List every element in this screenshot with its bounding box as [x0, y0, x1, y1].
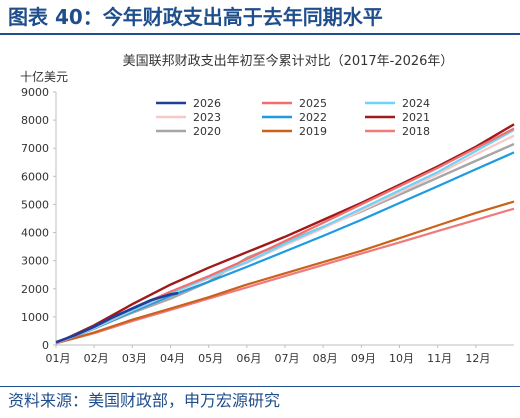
- y-tick-label: 3000: [21, 255, 49, 268]
- x-tick-label: 01月: [46, 352, 71, 365]
- y-tick-label: 2000: [21, 283, 49, 296]
- legend-label-2020: 2020: [193, 125, 221, 138]
- x-tick-label: 10月: [389, 352, 414, 365]
- legend-label-2024: 2024: [402, 97, 430, 110]
- legend-label-2025: 2025: [299, 97, 327, 110]
- y-tick-label: 6000: [21, 170, 49, 183]
- y-axis-ticks: 0 1000 2000 3000 4000 5000 6000 7000 8000 9000: [21, 86, 56, 352]
- x-tick-label: 11月: [427, 352, 452, 365]
- x-tick-label: 07月: [275, 352, 300, 365]
- y-tick-label: 9000: [21, 86, 49, 99]
- series-line-2021: [55, 123, 515, 345]
- legend-label-2023: 2023: [193, 111, 221, 124]
- legend: 2026 2025 2024 2023 2022 2021 2020 2019 2018: [156, 97, 430, 138]
- y-tick-label: 7000: [21, 142, 49, 155]
- x-tick-label: 04月: [160, 352, 185, 365]
- title-underline: [0, 33, 520, 35]
- legend-label-2021: 2021: [402, 111, 430, 124]
- legend-label-2022: 2022: [299, 111, 327, 124]
- source-note: 资料来源：美国财政部，申万宏源研究: [8, 391, 281, 410]
- series-line-2018: [55, 207, 515, 345]
- x-tick-label: 08月: [313, 352, 338, 365]
- legend-label-2019: 2019: [299, 125, 327, 138]
- y-tick-label: 8000: [21, 114, 49, 127]
- y-tick-label: 1000: [21, 311, 49, 324]
- x-tick-label: 06月: [236, 352, 261, 365]
- chart-title: 美国联邦财政支出年初至今累计对比（2017年-2026年）: [123, 53, 454, 69]
- y-tick-label: 0: [42, 339, 49, 352]
- x-tick-label: 09月: [351, 352, 376, 365]
- legend-label-2018: 2018: [402, 125, 430, 138]
- x-tick-label: 02月: [84, 352, 109, 365]
- x-tick-label: 12月: [465, 352, 490, 365]
- chart: 美国联邦财政支出年初至今累计对比（2017年-2026年） 十亿美元 0 1000…: [20, 53, 515, 365]
- y-tick-label: 5000: [21, 198, 49, 211]
- source-divider: [0, 386, 520, 387]
- series-line-2026: [55, 291, 179, 344]
- y-tick-label: 4000: [21, 227, 49, 240]
- x-axis-ticks: 01月 02月 03月 04月 05月 06月 07月 08月 09月 10月 11月 12月: [46, 345, 490, 365]
- x-tick-label: 03月: [122, 352, 147, 365]
- series-lines: [55, 123, 515, 345]
- series-line-2019: [55, 200, 515, 345]
- x-tick-label: 05月: [198, 352, 223, 365]
- y-axis-unit-label: 十亿美元: [20, 69, 68, 84]
- figure-title: 图表 40：今年财政支出高于去年同期水平: [8, 5, 383, 29]
- legend-label-2026: 2026: [193, 97, 221, 110]
- series-line-2022: [55, 151, 515, 345]
